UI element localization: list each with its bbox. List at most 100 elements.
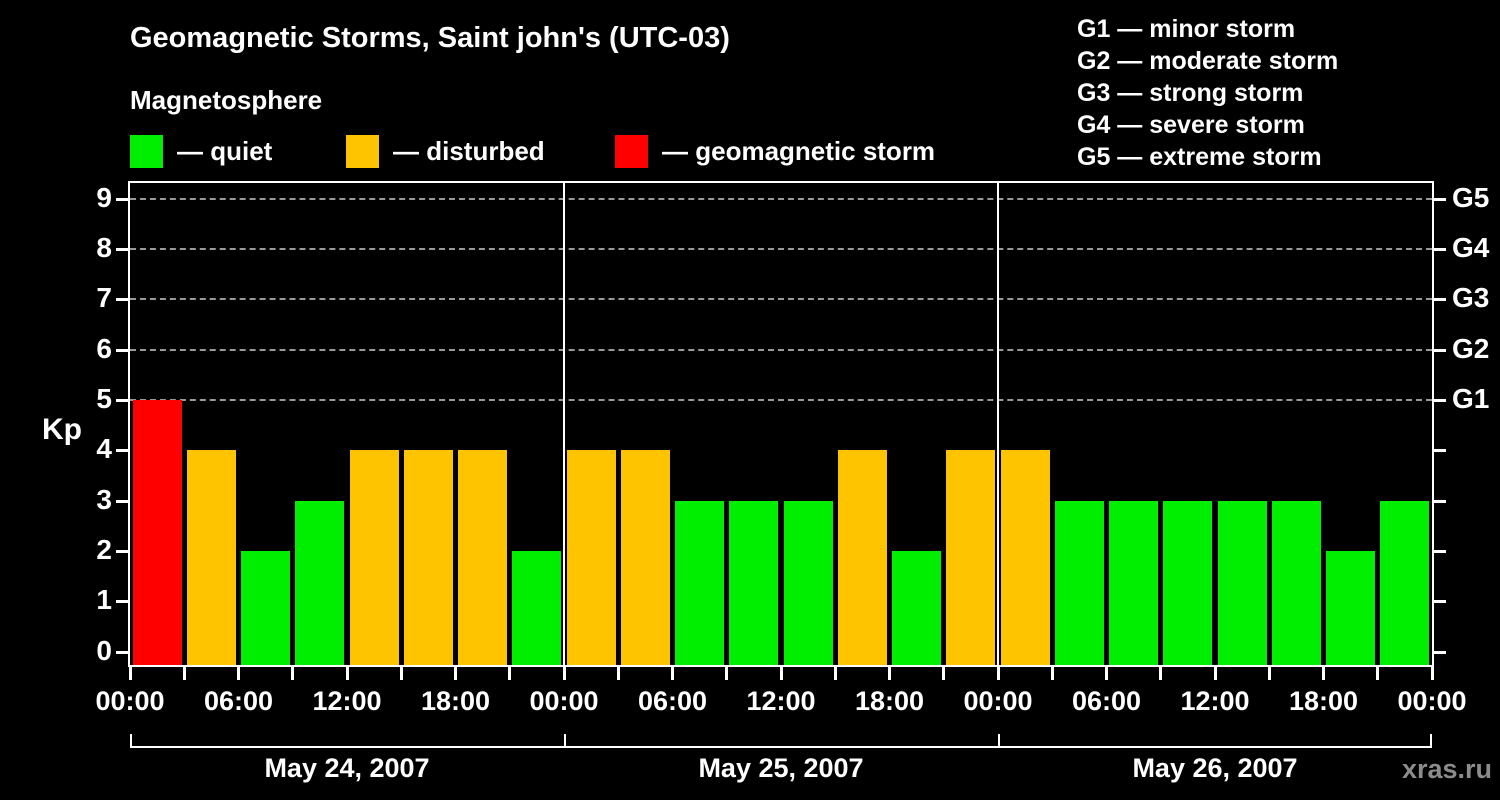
grid-line-kp5 [130, 398, 1432, 401]
y-axis-tick-left [116, 398, 129, 402]
kp-bar [1271, 500, 1321, 665]
quiet-color-swatch [130, 134, 163, 168]
x-axis-tick [996, 667, 1000, 680]
legend-label-storm: — geomagnetic storm [662, 135, 936, 166]
g-scale-item-g1: G1 — minor storm [1077, 15, 1296, 43]
g-scale-item-g3: G3 — strong storm [1077, 79, 1304, 107]
y-axis-label: 8 [96, 231, 112, 263]
plot-area [128, 181, 1434, 667]
grid-line-kp7 [130, 298, 1432, 301]
kp-bar [783, 500, 833, 665]
y-axis-tick-left [116, 650, 129, 654]
x-axis-tick [399, 667, 403, 680]
y-axis-tick-right [1433, 650, 1446, 654]
x-axis-tick [942, 667, 946, 680]
kp-bar [241, 550, 291, 665]
y-axis-label: 5 [96, 382, 112, 414]
x-axis-tick [1159, 667, 1163, 680]
kp-bar [946, 450, 996, 665]
page-title: Geomagnetic Storms, Saint john's (UTC-03… [130, 22, 730, 54]
y-axis-label: 0 [96, 634, 112, 666]
time-label: 00:00 [95, 686, 165, 716]
time-label: 18:00 [420, 686, 491, 716]
time-label: 06:00 [1071, 686, 1142, 716]
kp-bar [892, 550, 942, 665]
g-level-label-g5: G5 [1452, 181, 1490, 213]
y-axis-tick-right [1433, 197, 1446, 201]
y-axis-tick-left [116, 247, 129, 251]
kp-bar [295, 500, 345, 665]
disturbed-color-swatch [346, 134, 379, 168]
y-axis-tick-right [1433, 298, 1446, 302]
x-axis-tick [454, 667, 457, 680]
date-label-day1: May 24, 2007 [264, 753, 430, 783]
day-bracket-tick [998, 734, 1000, 748]
y-axis-tick-right [1433, 247, 1446, 251]
y-axis-tick-right [1433, 398, 1446, 402]
y-axis-label: 7 [96, 282, 112, 314]
x-axis-tick [1050, 667, 1054, 680]
time-label: 12:00 [1180, 686, 1250, 716]
grid-line-kp9 [130, 197, 1432, 200]
y-axis-label: 3 [96, 483, 112, 515]
kp-bar [620, 450, 670, 665]
time-label: 06:00 [203, 686, 274, 716]
x-axis-tick [345, 667, 349, 680]
y-axis-tick-left [116, 197, 129, 201]
g-level-label-g2: G2 [1452, 332, 1490, 364]
time-label: 06:00 [637, 686, 708, 716]
y-axis-tick-right [1433, 348, 1446, 352]
g-level-label-g3: G3 [1452, 282, 1490, 314]
y-axis-label: 2 [96, 533, 112, 565]
time-label: 00:00 [1397, 686, 1467, 716]
y-axis-tick-left [116, 449, 129, 453]
y-axis-title: Kp [42, 413, 82, 446]
storm-color-swatch [615, 134, 648, 168]
legend-label-disturbed: — disturbed [393, 135, 545, 166]
y-axis-tick-right [1433, 549, 1446, 553]
kp-bar [1109, 500, 1159, 665]
y-axis-label: 9 [96, 181, 112, 213]
x-axis-tick [128, 667, 132, 680]
time-label: 00:00 [529, 686, 599, 716]
time-label: 12:00 [312, 686, 382, 716]
x-axis-tick [1376, 667, 1380, 680]
time-label: 00:00 [963, 686, 1033, 716]
x-axis-tick [1267, 667, 1271, 680]
y-axis-tick-right [1433, 449, 1446, 453]
x-axis-tick [562, 667, 566, 680]
g-scale-item-g4: G4 — severe storm [1077, 111, 1305, 139]
day-bracket-tick [1430, 734, 1432, 748]
legend-entry-disturbed: — disturbed [346, 134, 545, 168]
x-axis-tick [508, 667, 512, 680]
kp-bar [458, 450, 508, 665]
kp-bar [675, 500, 725, 665]
kp-bar [403, 450, 453, 665]
kp-bar [349, 450, 399, 665]
kp-bar [186, 450, 236, 665]
y-axis-tick-right [1433, 600, 1446, 604]
x-axis-tick [1430, 667, 1434, 680]
x-axis-tick [182, 667, 186, 680]
day-bracket-tick [130, 734, 132, 748]
kp-bar [1326, 550, 1376, 665]
day-bracket [130, 746, 1432, 748]
y-axis-label: 6 [96, 332, 112, 364]
chart-subtitle: Magnetosphere [130, 85, 323, 115]
x-axis-tick [671, 667, 674, 680]
x-axis-tick [1105, 667, 1108, 680]
g-scale-legend: G1 — minor storm G2 — moderate storm G3 … [1077, 13, 1338, 173]
kp-bar [1054, 500, 1104, 665]
legend-label-quiet: — quiet [177, 135, 273, 166]
x-axis-tick [725, 667, 729, 680]
g-level-label-g1: G1 [1452, 382, 1490, 414]
grid-line-kp6 [130, 348, 1432, 351]
legend-entry-storm: — geomagnetic storm [615, 134, 935, 168]
g-scale-item-g2: G2 — moderate storm [1077, 47, 1339, 75]
g-scale-item-g5: G5 — extreme storm [1077, 143, 1322, 171]
x-axis-tick [237, 667, 240, 680]
watermark: xras.ru [1401, 754, 1492, 784]
kp-bar [1217, 500, 1267, 665]
kp-bar [1000, 450, 1050, 665]
x-axis-tick [779, 667, 783, 680]
